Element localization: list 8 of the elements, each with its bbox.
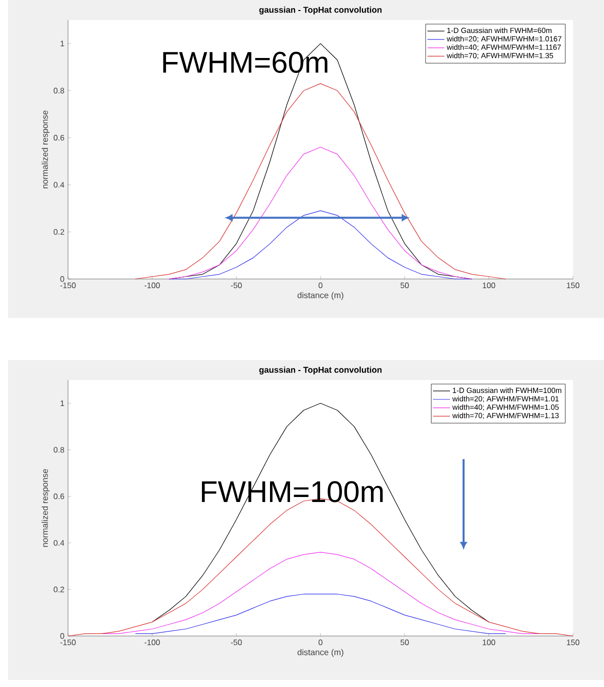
line-series — [168, 210, 472, 280]
y-axis-title: normalized response — [42, 469, 50, 547]
chart-title: gaussian - TopHat convolution — [259, 6, 382, 14]
y-axis-title: normalized response — [42, 110, 50, 188]
x-axis-title: distance (m) — [298, 292, 344, 300]
chart-title: gaussian - TopHat convolution — [259, 366, 382, 374]
x-axis-title: distance (m) — [298, 648, 344, 657]
line-series — [168, 146, 472, 280]
